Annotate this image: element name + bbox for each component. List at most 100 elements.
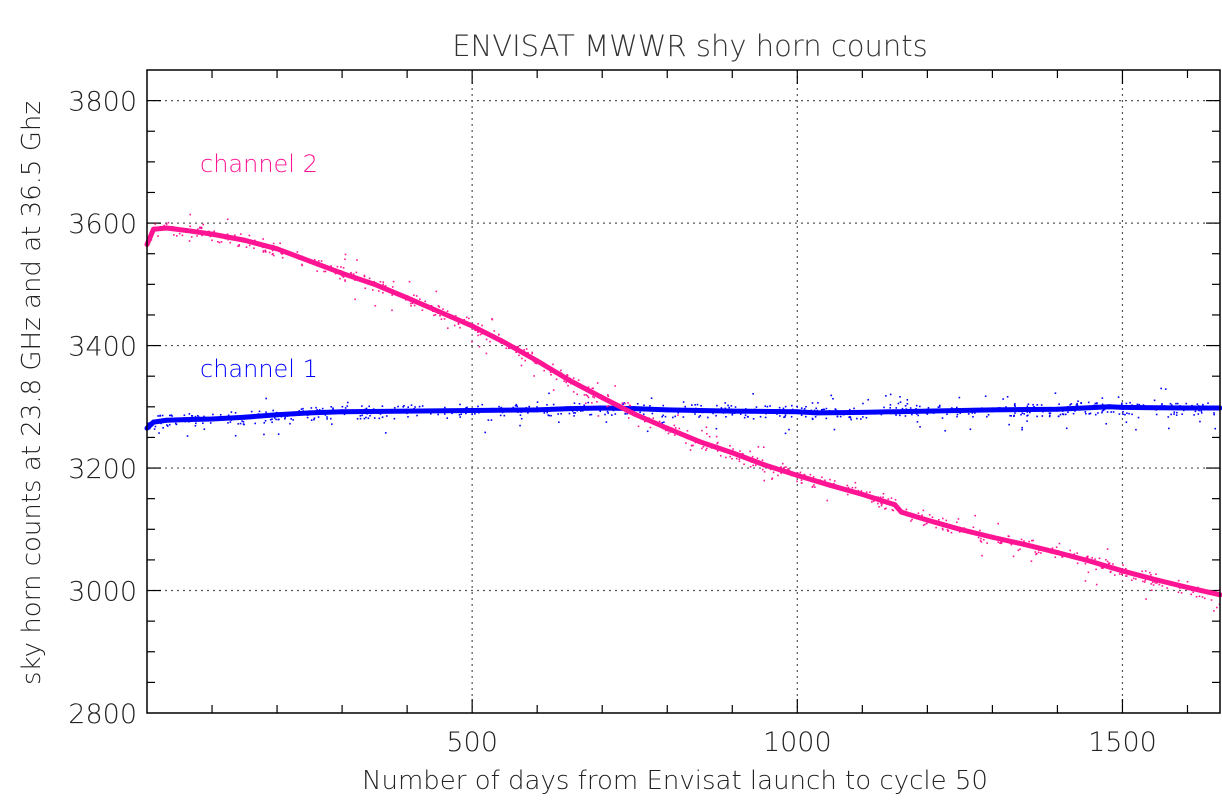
- scatter-point: [1196, 403, 1199, 405]
- scatter-point: [1033, 405, 1035, 408]
- scatter-point: [849, 416, 852, 419]
- scatter-point: [403, 404, 405, 407]
- scatter-point: [264, 249, 267, 252]
- scatter-point: [238, 245, 240, 247]
- scatter-point: [790, 415, 793, 418]
- y-tick-label: 3600: [68, 209, 137, 240]
- scatter-point: [1216, 606, 1218, 609]
- scatter-point: [956, 413, 959, 416]
- scatter-point: [607, 405, 610, 407]
- scatter-point: [391, 286, 394, 288]
- scatter-point: [1117, 396, 1120, 398]
- scatter-point: [716, 404, 718, 407]
- scatter-point: [1155, 413, 1158, 416]
- scatter-point: [772, 471, 775, 474]
- scatter-point: [671, 416, 674, 419]
- scatter-point: [194, 415, 197, 418]
- scatter-point: [1114, 574, 1116, 576]
- scatter-point: [1041, 415, 1044, 417]
- scatter-point: [589, 413, 591, 416]
- scatter-point: [202, 422, 204, 425]
- scatter-point: [563, 380, 565, 383]
- scatter-point: [344, 280, 346, 282]
- scatter-point: [853, 407, 855, 410]
- scatter-point: [637, 425, 640, 428]
- scatter-point: [535, 362, 538, 365]
- scatter-point: [1149, 571, 1151, 574]
- scatter-point: [906, 399, 909, 401]
- scatter-point: [533, 375, 535, 377]
- scatter-point: [437, 413, 439, 416]
- scatter-point: [363, 417, 366, 420]
- scatter-point: [534, 362, 536, 364]
- scatter-point: [329, 417, 332, 420]
- scatter-point: [361, 414, 363, 417]
- scatter-point: [435, 290, 438, 293]
- scatter-point: [1084, 562, 1087, 565]
- axis-ticks: 500 1000 1500 2800 3000 3200 3400 3600 3800: [68, 70, 1220, 758]
- data-point: [794, 472, 800, 478]
- scatter-point: [1175, 402, 1177, 405]
- scatter-point: [694, 413, 696, 415]
- scatter-point: [1095, 568, 1097, 571]
- scatter-point: [289, 422, 291, 425]
- data-point: [1106, 404, 1112, 410]
- scatter-point: [677, 414, 679, 416]
- scatter-point: [477, 405, 479, 408]
- scatter-point: [166, 425, 169, 427]
- scatter-point: [1094, 402, 1097, 405]
- scatter-point: [980, 537, 982, 540]
- scatter-point: [188, 413, 191, 415]
- scatter-point: [277, 418, 279, 421]
- scatter-point: [1164, 388, 1167, 390]
- scatter-point: [596, 400, 598, 403]
- scatter-point: [822, 408, 825, 411]
- scatter-point: [1194, 410, 1197, 413]
- scatter-point: [213, 230, 216, 233]
- scatter-point: [170, 414, 173, 417]
- scatter-point: [1048, 412, 1051, 414]
- scatter-point: [1102, 567, 1104, 570]
- scatter-point: [446, 417, 449, 419]
- scatter-point: [885, 507, 887, 510]
- scatter-point: [227, 414, 230, 417]
- scatter-point: [1210, 599, 1213, 601]
- scatter-point: [1158, 583, 1161, 586]
- scatter-point: [997, 541, 1000, 544]
- scatter-point: [744, 414, 747, 416]
- scatter-point: [346, 405, 349, 407]
- scatter-point: [1013, 404, 1016, 406]
- scatter-point: [817, 401, 819, 404]
- scatter-point: [568, 412, 571, 415]
- scatter-point: [271, 418, 273, 420]
- scatter-point: [271, 253, 274, 256]
- scatter-point: [442, 308, 444, 310]
- scatter-point: [809, 473, 812, 476]
- scatter-point: [1096, 402, 1098, 405]
- scatter-point: [663, 421, 665, 424]
- scatter-point: [999, 542, 1001, 544]
- scatter-point: [1069, 404, 1071, 406]
- scatter-point: [1150, 574, 1152, 576]
- data-point: [989, 534, 995, 540]
- scatter-point: [1177, 579, 1180, 582]
- scatter-point: [830, 394, 833, 397]
- scatter-point: [190, 236, 193, 238]
- scatter-point: [734, 406, 737, 408]
- scatter-point: [410, 404, 413, 406]
- data-point: [209, 416, 215, 422]
- scatter-point: [381, 405, 384, 407]
- scatter-point: [248, 234, 251, 237]
- scatter-point: [567, 384, 569, 387]
- scatter-point: [508, 347, 510, 350]
- scatter-point: [520, 364, 523, 367]
- scatter-point: [1008, 423, 1010, 426]
- series-labels: channel 1 channel 2: [200, 150, 318, 383]
- data-point: [404, 295, 410, 301]
- data-point: [859, 409, 865, 415]
- scatter-point: [1144, 579, 1147, 582]
- data-point: [898, 509, 904, 515]
- data-point: [729, 450, 735, 456]
- scatter-point: [720, 454, 722, 457]
- scatter-point: [1087, 571, 1090, 574]
